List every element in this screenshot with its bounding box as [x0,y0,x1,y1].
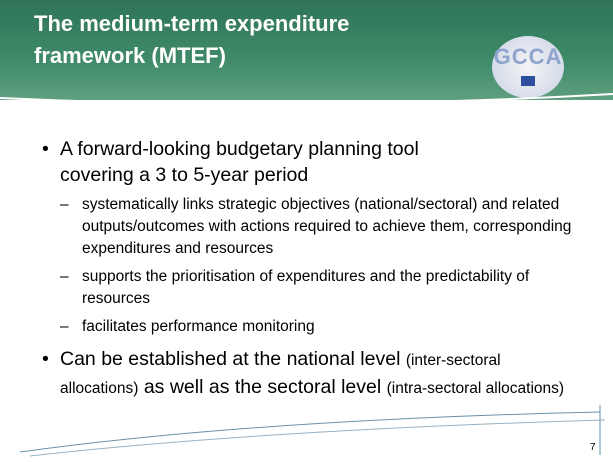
header-curve [0,93,613,106]
bullet-segment: Can be established at the national level [60,348,401,370]
bullet-line: covering a 3 to 5-year period [60,164,309,186]
bullet-segment: as well as the sectoral level [143,376,382,398]
title-line: The medium-term expenditure [34,11,350,36]
content: A forward-looking budgetary planning too… [40,136,580,402]
logo-text: GCCA [493,44,563,69]
sub-bullet: facilitates performance monitoring [58,316,580,338]
title-line: framework (MTEF) [34,43,226,68]
logo: GCCA [492,36,564,98]
footer-curve [29,419,606,457]
bullet: Can be established at the national level… [40,346,580,402]
slide-title: The medium-term expenditure framework (M… [34,8,349,72]
bullet-segment: (inter-sectoral allocations) [60,352,501,397]
header-band: The medium-term expenditure framework (M… [0,0,613,100]
bullet: A forward-looking budgetary planning too… [40,136,580,188]
page-number: 7 [590,442,596,453]
bullet-line: A forward-looking budgetary planning too… [60,138,419,160]
eu-flag [521,76,535,86]
sub-bullet: supports the prioritisation of expenditu… [58,266,580,310]
sub-bullet: systematically links strategic objective… [58,194,580,260]
footer-curve [19,411,601,453]
bullet-segment: (intra-sectoral allocations) [386,380,565,397]
